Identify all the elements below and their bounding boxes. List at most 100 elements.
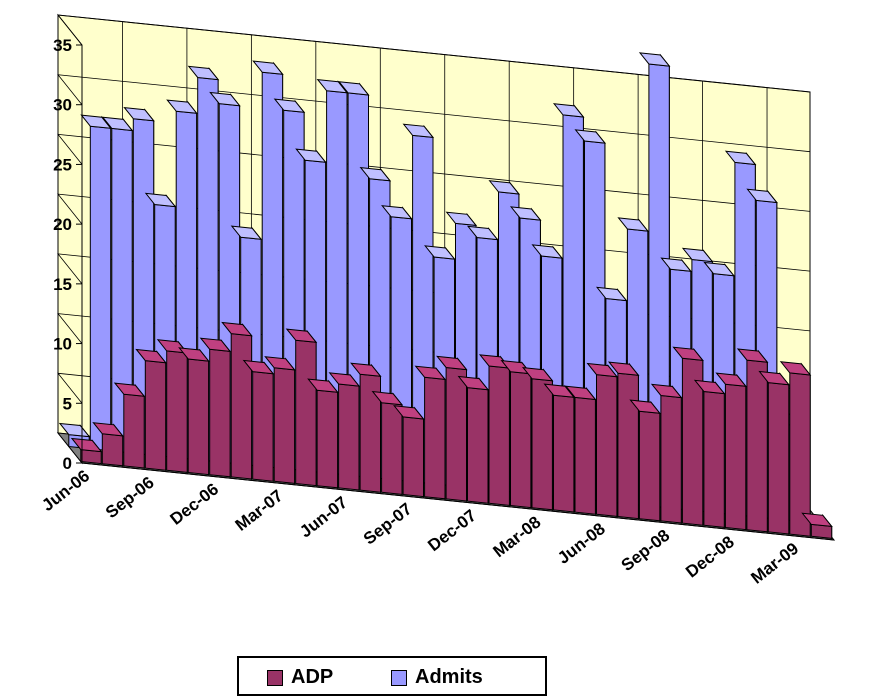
adp-bar-front	[724, 383, 747, 531]
adp-bar-top	[307, 378, 339, 393]
adp-bar-front	[467, 387, 489, 504]
admits-bar-top	[338, 81, 370, 96]
adp-bar	[543, 383, 576, 514]
adp-bar-front	[703, 390, 725, 528]
adp-bar-top	[758, 370, 790, 386]
adp-bar-front	[209, 348, 231, 478]
x-tick-label: Mar-09	[747, 539, 802, 588]
adp-bar	[500, 359, 533, 510]
admits-bar-top	[402, 123, 435, 139]
adp-bar	[221, 321, 253, 481]
adp-bar-top	[242, 359, 275, 375]
adp-bar-front	[445, 366, 467, 502]
adp-bar	[457, 375, 490, 505]
adp-bar-top	[414, 365, 447, 381]
adp-bar	[393, 405, 425, 499]
adp-bar	[199, 337, 232, 479]
admits-bar-top	[488, 180, 521, 195]
x-tick-label: Sep-08	[618, 526, 674, 575]
x-tick-label: Jun-08	[554, 519, 609, 568]
adp-bar	[779, 361, 812, 538]
y-tick-label: 20	[53, 215, 72, 234]
adp-bar-front	[617, 372, 639, 520]
adp-bar-front	[144, 360, 167, 471]
x-tick-label: Jun-06	[38, 466, 93, 515]
admits-bar-top	[230, 225, 263, 240]
adp-bar-front	[746, 359, 768, 533]
adp-bar	[285, 328, 318, 488]
y-tick-label: 0	[63, 454, 72, 473]
admits-bar-top	[466, 225, 499, 241]
x-tick-label: Dec-06	[166, 479, 222, 528]
adp-bar-top	[113, 382, 146, 397]
adp-bar	[156, 339, 189, 474]
admits-bar-top	[574, 129, 607, 144]
axis-lines	[81, 45, 835, 541]
adp-bar	[801, 512, 833, 540]
adp-bar-front	[638, 410, 661, 522]
legend-item-admits: Admits	[391, 666, 483, 689]
adp-bar-front	[230, 333, 253, 480]
adp-bar	[672, 346, 704, 527]
y-axis-tick-labels: 0 5 10 15 20 25 30 35	[53, 36, 82, 473]
adp-bar-top	[178, 347, 210, 362]
adp-bar-top	[564, 385, 597, 401]
legend-label-admits: Admits	[415, 666, 483, 688]
adp-bar-front	[789, 372, 811, 537]
adp-bar-top	[672, 346, 704, 362]
adp-bar	[736, 348, 769, 534]
y-tick-label: 10	[53, 335, 72, 354]
admits-bar-top	[681, 247, 714, 263]
x-tick-label: Dec-08	[682, 532, 738, 581]
admits-bar-top	[531, 244, 564, 259]
adp-bar-top	[350, 362, 382, 377]
adp-bar	[650, 383, 683, 525]
admits-bar-top	[273, 98, 306, 113]
adp-bar-top	[521, 366, 554, 382]
adp-bar-front	[123, 393, 145, 469]
adp-bar	[693, 379, 726, 529]
adp-bar	[113, 382, 146, 470]
admits-bar-top	[209, 91, 241, 107]
y-tick-label: 35	[53, 36, 72, 55]
adp-bar-front	[295, 339, 317, 487]
adp-bar-front	[510, 371, 532, 509]
adp-bar-top	[264, 356, 296, 371]
adp-bar-front	[553, 394, 575, 513]
adp-bar	[70, 437, 103, 466]
adp-bar-top	[586, 362, 619, 378]
adp-bar-top	[393, 405, 425, 420]
x-axis-line	[81, 462, 835, 541]
adp-bar-top	[607, 361, 640, 376]
admits-bar-front	[89, 125, 112, 452]
adp-bar	[521, 366, 554, 512]
admits-bar-top	[381, 205, 413, 220]
adp-bar-front	[316, 389, 339, 489]
adp-bar-top	[715, 372, 747, 387]
adp-bar	[264, 356, 296, 485]
admits-bar-top	[638, 52, 671, 67]
adp-bar-front	[424, 376, 446, 500]
x-tick-label: Dec-07	[424, 506, 480, 555]
admits-bar-top	[123, 106, 155, 122]
adp-series	[70, 321, 833, 540]
adp-bar	[436, 355, 468, 503]
adp-bar	[478, 354, 511, 507]
adp-bar-front	[381, 402, 403, 495]
adp-bar-top	[135, 348, 167, 364]
adp-bar-top	[500, 359, 533, 375]
adp-bar-top	[92, 422, 124, 437]
y-tick-label: 25	[53, 155, 72, 174]
adp-bar-top	[199, 337, 232, 353]
y-tick-label: 15	[53, 275, 72, 294]
adp-bar	[414, 365, 447, 501]
adp-bar-top	[779, 361, 812, 376]
admits-bar-top	[552, 103, 585, 118]
admits-bar-top	[660, 257, 692, 272]
adp-bar-top	[478, 354, 511, 369]
adp-bar-top	[285, 328, 318, 343]
y-tick-label: 30	[53, 96, 72, 115]
adp-bar-top	[629, 399, 661, 414]
adp-bar	[307, 378, 339, 490]
